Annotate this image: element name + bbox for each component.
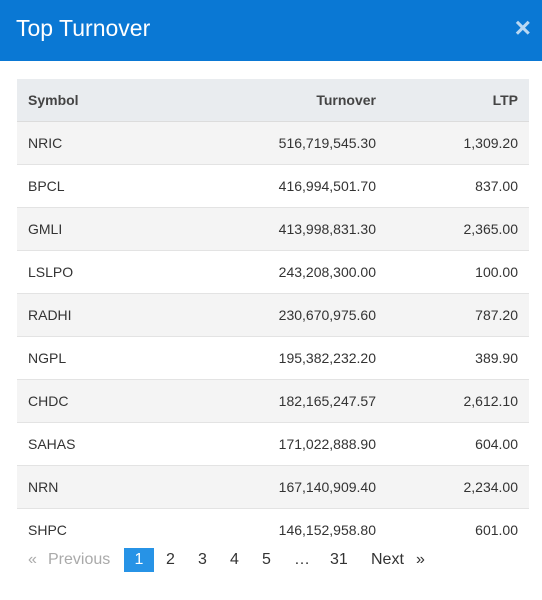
next-button[interactable]: Next bbox=[371, 551, 404, 568]
next-icon[interactable]: » bbox=[416, 551, 425, 568]
table-cell: 146,152,958.80 bbox=[159, 508, 387, 551]
table-cell: 2,612.10 bbox=[387, 379, 529, 423]
page-link[interactable]: 2 bbox=[166, 551, 175, 568]
header-row: Symbol Turnover LTP bbox=[17, 79, 529, 122]
table-cell: 416,994,501.70 bbox=[159, 164, 387, 208]
prev-button[interactable]: Previous bbox=[48, 551, 111, 568]
table-cell: 837.00 bbox=[387, 164, 529, 208]
modal-header: Top Turnover × bbox=[0, 0, 542, 61]
table-cell: 171,022,888.90 bbox=[159, 422, 387, 466]
table-cell: SAHAS bbox=[17, 422, 159, 466]
table-cell: BPCL bbox=[17, 164, 159, 208]
table-row: RADHI 230,670,975.60 787.20 bbox=[17, 293, 529, 337]
table-row: NRIC 516,719,545.30 1,309.20 bbox=[17, 121, 529, 165]
pagination: « Previous 1 2 3 4 5 … 31 Next » bbox=[0, 548, 542, 574]
table-cell: 601.00 bbox=[387, 508, 529, 551]
table-cell: NGPL bbox=[17, 336, 159, 380]
page-link[interactable]: … bbox=[294, 551, 310, 568]
table-cell: LSLPO bbox=[17, 250, 159, 294]
column-header: LTP bbox=[387, 79, 529, 122]
table-row: GMLI 413,998,831.30 2,365.00 bbox=[17, 207, 529, 251]
table-cell: 167,140,909.40 bbox=[159, 465, 387, 509]
table-cell: 2,234.00 bbox=[387, 465, 529, 509]
table-row: NRN 167,140,909.40 2,234.00 bbox=[17, 465, 529, 509]
table-cell: SHPC bbox=[17, 508, 159, 551]
table-cell: 182,165,247.57 bbox=[159, 379, 387, 423]
table-row: CHDC 182,165,247.57 2,612.10 bbox=[17, 379, 529, 423]
table-row: LSLPO 243,208,300.00 100.00 bbox=[17, 250, 529, 294]
table-cell: CHDC bbox=[17, 379, 159, 423]
table-cell: 516,719,545.30 bbox=[159, 121, 387, 165]
prev-icon[interactable]: « bbox=[28, 551, 37, 568]
table-cell: 1,309.20 bbox=[387, 121, 529, 165]
table-body: NRIC 516,719,545.30 1,309.20 BPCL 416,994,50… bbox=[17, 121, 529, 551]
table-cell: 787.20 bbox=[387, 293, 529, 337]
column-header: Symbol bbox=[17, 79, 159, 122]
page-link[interactable]: 31 bbox=[330, 551, 348, 568]
page-link[interactable]: 1 bbox=[124, 548, 154, 572]
page-link[interactable]: 3 bbox=[198, 551, 207, 568]
table-cell: 604.00 bbox=[387, 422, 529, 466]
column-header: Turnover bbox=[159, 79, 387, 122]
table-row: BPCL 416,994,501.70 837.00 bbox=[17, 164, 529, 208]
turnover-table: Symbol Turnover LTP NRIC 516,719,545.30 1,… bbox=[17, 79, 529, 551]
table-cell: 389.90 bbox=[387, 336, 529, 380]
close-button[interactable]: × bbox=[514, 12, 531, 43]
table-cell: 195,382,232.20 bbox=[159, 336, 387, 380]
table-cell: RADHI bbox=[17, 293, 159, 337]
table-cell: NRIC bbox=[17, 121, 159, 165]
table-row: NGPL 195,382,232.20 389.90 bbox=[17, 336, 529, 380]
page-link[interactable]: 5 bbox=[262, 551, 271, 568]
table-cell: 2,365.00 bbox=[387, 207, 529, 251]
table-row: SAHAS 171,022,888.90 604.00 bbox=[17, 422, 529, 466]
table-cell: GMLI bbox=[17, 207, 159, 251]
table-cell: NRN bbox=[17, 465, 159, 509]
modal-title: Top Turnover bbox=[16, 15, 151, 41]
table-cell: 413,998,831.30 bbox=[159, 207, 387, 251]
table-cell: 230,670,975.60 bbox=[159, 293, 387, 337]
table-cell: 243,208,300.00 bbox=[159, 250, 387, 294]
page-link[interactable]: 4 bbox=[230, 551, 239, 568]
table-cell: 100.00 bbox=[387, 250, 529, 294]
table-row: SHPC 146,152,958.80 601.00 bbox=[17, 508, 529, 551]
